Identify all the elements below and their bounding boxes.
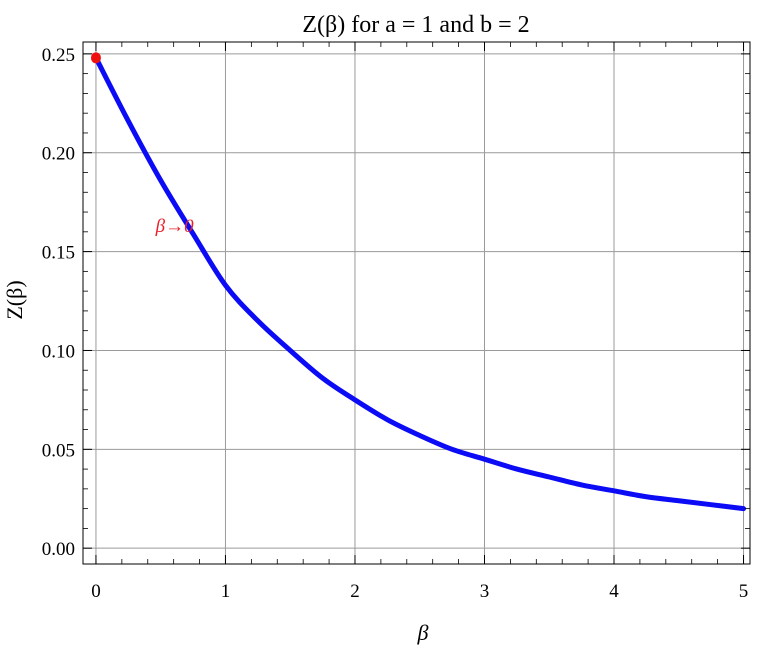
series-line — [93, 55, 747, 512]
x-tick-label: 1 — [221, 581, 231, 602]
x-tick-label: 0 — [91, 581, 101, 602]
x-tick-label: 5 — [739, 581, 749, 602]
y-tick-label: 0.15 — [42, 243, 75, 264]
y-tick-label: 0.20 — [42, 144, 75, 165]
y-tick-label: 0.05 — [42, 440, 75, 461]
x-axis-label: β — [417, 620, 429, 645]
plot-frame — [82, 41, 751, 565]
chart-title: Z(β) for a = 1 and b = 2 — [302, 12, 529, 38]
y-tick-label: 0.10 — [42, 341, 75, 362]
grid-lines — [83, 42, 750, 564]
highlight-point — [90, 52, 101, 64]
x-tick-label: 3 — [480, 581, 490, 602]
series-layer — [90, 52, 747, 512]
axis-ticks — [83, 42, 750, 564]
y-tick-label: 0.00 — [42, 539, 75, 560]
annotations: β→0 — [155, 216, 194, 237]
y-tick-label: 0.25 — [42, 45, 75, 66]
x-tick-label: 4 — [609, 581, 619, 602]
annotation-label: β→0 — [155, 216, 194, 237]
y-axis-label: Z(β) — [2, 280, 27, 319]
x-tick-label: 2 — [350, 581, 360, 602]
tick-labels: 0 1 2 3 4 5 0.00 0.05 0.10 0.15 0.20 0.25 — [42, 45, 749, 602]
